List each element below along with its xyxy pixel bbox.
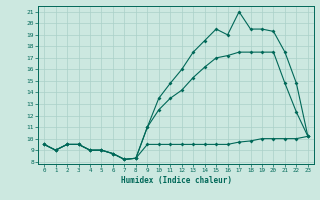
X-axis label: Humidex (Indice chaleur): Humidex (Indice chaleur) bbox=[121, 176, 231, 185]
